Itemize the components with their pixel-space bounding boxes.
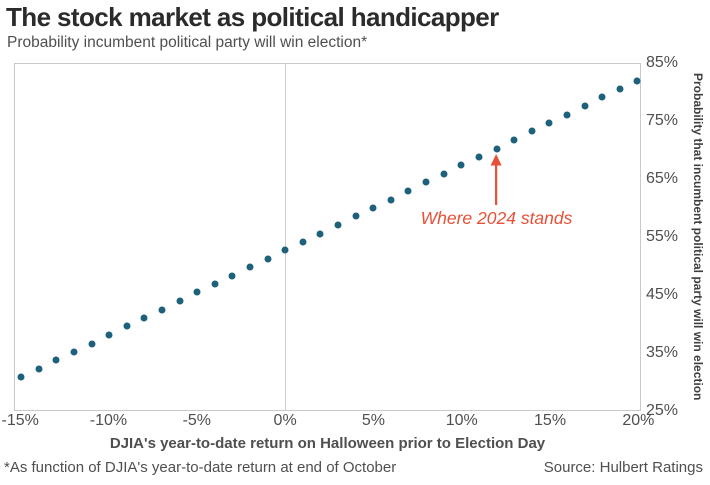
data-point (123, 322, 131, 330)
x-tick-label: 5% (361, 412, 385, 429)
data-point (457, 161, 465, 169)
y-tick-label: 55% (646, 228, 679, 245)
data-point (299, 238, 307, 246)
y-tick-label: 85% (646, 54, 679, 71)
x-tick-label: -15% (1, 412, 39, 429)
y-axis-title: Probability that incumbent political par… (691, 73, 705, 401)
data-point (440, 170, 448, 178)
data-point (616, 85, 624, 93)
data-point (352, 212, 360, 220)
data-point (228, 272, 236, 280)
y-tick-label: 25% (646, 402, 679, 419)
y-tick-label: 75% (646, 112, 679, 129)
data-point (246, 263, 254, 271)
y-tick-label: 35% (646, 344, 679, 361)
x-tick-label: 10% (445, 412, 478, 429)
data-point (281, 246, 289, 254)
data-point (545, 119, 553, 127)
source-credit: Source: Hulbert Ratings (543, 459, 703, 476)
data-point (158, 306, 166, 314)
data-point (563, 111, 571, 119)
page-title: The stock market as political handicappe… (6, 2, 499, 32)
y-tick-label: 65% (646, 170, 679, 187)
plot-area: Where 2024 stands (14, 63, 641, 411)
data-point (70, 348, 78, 356)
data-point (105, 331, 113, 339)
data-point (598, 93, 606, 101)
data-point (211, 280, 219, 288)
x-tick-label: -10% (89, 412, 128, 429)
data-point (264, 255, 272, 263)
x-axis-ticks: -15% -10% -5% 0% 5% 10% 15% 20% (1, 412, 654, 432)
data-point (140, 314, 148, 322)
x-tick-label: 0% (273, 412, 297, 429)
x-tick-label: 20% (622, 412, 655, 429)
data-point (17, 373, 25, 381)
data-point (528, 127, 536, 135)
data-point (404, 187, 412, 195)
annotation-label: Where 2024 stands (420, 207, 573, 228)
data-point (422, 178, 430, 186)
data-point (176, 297, 184, 305)
x-tick-label: 15% (534, 412, 567, 429)
x-tick-label: -5% (182, 412, 212, 429)
chart-subtitle: Probability incumbent political party wi… (7, 34, 368, 51)
y-axis-ticks: 85% 75% 65% 55% 45% 35% 25% (646, 54, 688, 419)
data-point (35, 365, 43, 373)
data-point (581, 102, 589, 110)
arrow-up-icon (490, 153, 502, 205)
zero-gridline (285, 64, 287, 410)
data-point (316, 230, 324, 238)
x-axis-title: DJIA's year-to-date return on Halloween … (109, 435, 546, 452)
data-point (387, 196, 395, 204)
data-point (493, 145, 500, 153)
data-point (52, 356, 60, 364)
footnote: *As function of DJIA's year-to-date retu… (4, 459, 397, 476)
data-point (88, 340, 96, 348)
data-point (510, 136, 518, 144)
data-point (475, 153, 483, 161)
data-point (369, 204, 377, 212)
data-point (334, 221, 342, 229)
data-point (193, 288, 201, 296)
data-point (633, 77, 641, 85)
y-tick-label: 45% (646, 286, 679, 303)
annotation-2024: Where 2024 stands (420, 153, 573, 229)
